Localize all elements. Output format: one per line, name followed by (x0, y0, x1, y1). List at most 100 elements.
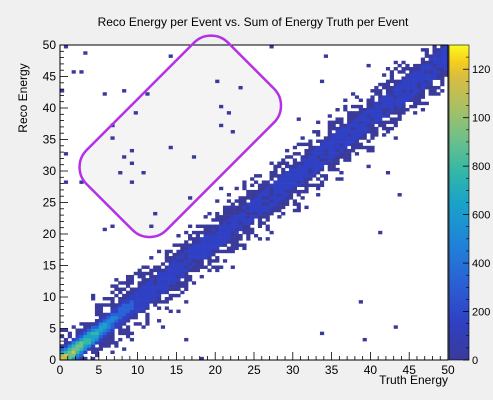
heatmap-cell (188, 243, 193, 247)
heatmap-cell (382, 111, 387, 115)
heatmap-cell (141, 306, 146, 310)
heatmap-cell (362, 123, 367, 128)
heatmap-cell (110, 224, 115, 228)
heatmap-cell (91, 325, 96, 329)
heatmap-cell (351, 133, 356, 137)
heatmap-cell (226, 199, 232, 203)
heatmap-cell (246, 208, 251, 213)
heatmap-cell (164, 274, 169, 279)
heatmap-cell (157, 271, 162, 276)
heatmap-cell (327, 145, 332, 150)
heatmap-cell (316, 155, 321, 159)
heatmap-cell (246, 224, 251, 228)
y-tick-label: 25 (43, 196, 57, 210)
heatmap-cell (191, 265, 197, 269)
heatmap-cell (153, 297, 158, 301)
heatmap-cell (125, 325, 131, 329)
heatmap-cell (222, 224, 228, 228)
heatmap-cell (401, 104, 406, 109)
heatmap-cell (102, 227, 107, 232)
heatmap-cell (203, 224, 208, 228)
heatmap-cell (277, 180, 282, 184)
heatmap-cell (133, 300, 138, 304)
heatmap-cell (354, 114, 360, 118)
heatmap-cell (362, 111, 367, 115)
heatmap-cell (257, 174, 263, 178)
heatmap-cell (312, 130, 317, 134)
heatmap-cell (114, 325, 119, 329)
heatmap-cell (114, 306, 119, 310)
heatmap-cell (444, 73, 448, 77)
heatmap-cell (432, 57, 437, 62)
heatmap-cell (440, 57, 445, 62)
heatmap-cell (114, 341, 119, 345)
heatmap-cell (409, 89, 414, 93)
heatmap-cell (238, 237, 243, 241)
heatmap-cell (413, 98, 418, 102)
heatmap-cell (102, 328, 107, 332)
heatmap-cell (285, 189, 290, 194)
heatmap-cell (273, 186, 278, 191)
heatmap-cell (172, 274, 177, 279)
heatmap-cell (184, 300, 189, 304)
heatmap-cell (300, 158, 305, 162)
heatmap-cell (106, 337, 111, 342)
heatmap-cell (288, 171, 294, 175)
heatmap-cell (339, 123, 344, 128)
heatmap-cell (71, 341, 76, 345)
heatmap-cell (87, 322, 92, 326)
heatmap-cell (339, 145, 344, 150)
heatmap-cell (246, 215, 251, 219)
heatmap-cell (153, 287, 158, 291)
heatmap-cell (199, 237, 204, 241)
heatmap-cell (114, 303, 119, 307)
heatmap-cell (316, 161, 321, 165)
heatmap-cell (160, 287, 166, 291)
heatmap-cell (401, 111, 406, 115)
heatmap-cell (269, 230, 274, 235)
heatmap-cell (168, 145, 173, 150)
heatmap-cell (141, 274, 146, 279)
heatmap-cell (250, 183, 255, 188)
heatmap-cell (180, 249, 185, 254)
heatmap-cell (331, 126, 336, 131)
x-tick-label: 50 (441, 363, 455, 377)
heatmap-cell (203, 265, 208, 269)
heatmap-cell (184, 252, 189, 257)
heatmap-cell (222, 249, 228, 254)
heatmap-cell (362, 108, 367, 112)
heatmap-cell (265, 211, 270, 216)
heatmap-cell (440, 60, 445, 65)
heatmap-cell (91, 350, 96, 354)
heatmap-cell (444, 57, 448, 62)
heatmap-cell (281, 161, 286, 165)
heatmap-cell (401, 89, 406, 93)
heatmap-cell (102, 334, 107, 339)
heatmap-cell (265, 202, 270, 206)
heatmap-cell (203, 249, 208, 254)
heatmap-cell (393, 136, 398, 140)
heatmap-cell (118, 337, 123, 342)
heatmap-cell (203, 227, 208, 232)
heatmap-cell (358, 126, 363, 131)
heatmap-cell (246, 218, 251, 222)
heatmap-cell (277, 164, 282, 169)
heatmap-cell (296, 202, 301, 206)
heatmap-cell (110, 300, 115, 304)
heatmap-cell (389, 76, 394, 80)
heatmap-cell (323, 152, 329, 156)
heatmap-cell (296, 164, 301, 169)
heatmap-cell (335, 136, 340, 140)
heatmap-cell (292, 152, 297, 156)
heatmap-cell (215, 224, 220, 228)
heatmap-cell (335, 117, 340, 121)
y-tick-label: 15 (43, 259, 57, 273)
heatmap-cell (79, 347, 84, 351)
heatmap-cell (122, 281, 127, 285)
heatmap-cell (273, 199, 278, 203)
heatmap-cell (385, 130, 391, 134)
heatmap-cell (203, 240, 208, 244)
heatmap-cell (118, 300, 123, 304)
heatmap-cell (312, 161, 317, 165)
heatmap-cell (184, 284, 189, 288)
